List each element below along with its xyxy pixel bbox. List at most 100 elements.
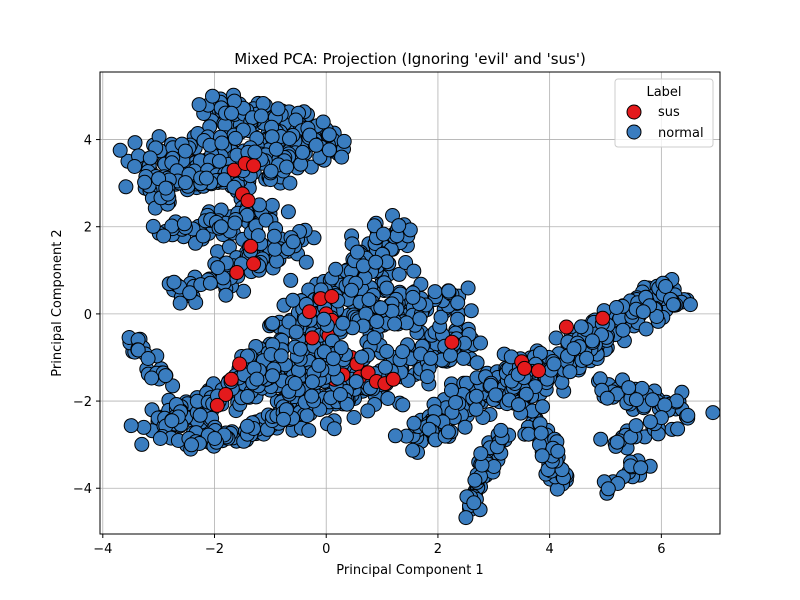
data-point-normal bbox=[521, 426, 537, 442]
data-point-normal bbox=[349, 244, 365, 260]
data-point-normal bbox=[328, 261, 344, 277]
data-point-normal bbox=[158, 180, 174, 196]
data-point-normal bbox=[334, 149, 350, 165]
data-point-normal bbox=[380, 391, 396, 406]
data-point-normal bbox=[344, 282, 359, 298]
data-point-normal bbox=[299, 408, 315, 424]
data-point-normal bbox=[288, 324, 304, 340]
data-point-normal bbox=[145, 218, 161, 234]
data-point-normal bbox=[450, 295, 466, 311]
data-point-normal bbox=[628, 392, 644, 408]
data-point-normal bbox=[336, 133, 352, 149]
data-point-sus bbox=[240, 193, 256, 209]
y-tick-label: 2 bbox=[84, 221, 92, 236]
data-point-sus bbox=[229, 265, 245, 280]
data-point-normal bbox=[376, 226, 391, 242]
data-point-normal bbox=[326, 421, 342, 437]
data-point-normal bbox=[395, 397, 411, 413]
data-point-normal bbox=[118, 179, 134, 195]
data-point-normal bbox=[205, 88, 220, 104]
data-point-normal bbox=[152, 431, 168, 446]
data-point-normal bbox=[644, 392, 660, 408]
data-point-sus bbox=[246, 158, 262, 174]
data-point-normal bbox=[369, 314, 385, 329]
x-tick-label: 0 bbox=[322, 542, 330, 557]
data-point-normal bbox=[295, 144, 311, 160]
data-point-normal bbox=[266, 228, 282, 244]
x-tick-label: 4 bbox=[545, 542, 553, 557]
data-point-sus bbox=[595, 310, 611, 326]
data-point-normal bbox=[213, 219, 229, 235]
data-point-normal bbox=[253, 108, 269, 124]
data-point-normal bbox=[221, 239, 237, 255]
data-point-normal bbox=[130, 342, 146, 358]
y-tick-label: −2 bbox=[73, 395, 92, 410]
data-point-normal bbox=[287, 375, 303, 391]
data-point-normal bbox=[282, 175, 298, 191]
data-point-sus bbox=[324, 289, 340, 304]
data-point-normal bbox=[377, 359, 393, 375]
data-point-sus bbox=[223, 371, 239, 387]
data-point-normal bbox=[142, 150, 158, 166]
data-point-normal bbox=[642, 414, 658, 430]
data-point-normal bbox=[493, 422, 509, 438]
data-point-normal bbox=[240, 389, 255, 404]
chart-title: Mixed PCA: Projection (Ignoring 'evil' a… bbox=[234, 50, 586, 68]
data-point-normal bbox=[321, 142, 337, 158]
data-point-normal bbox=[123, 418, 139, 434]
data-point-normal bbox=[144, 370, 160, 386]
data-point-normal bbox=[264, 197, 280, 213]
data-point-normal bbox=[391, 218, 407, 234]
legend-label-normal: normal bbox=[658, 126, 704, 141]
data-point-normal bbox=[366, 330, 382, 346]
data-point-normal bbox=[137, 174, 153, 190]
data-point-normal bbox=[316, 311, 332, 327]
data-point-normal bbox=[127, 159, 143, 174]
data-point-normal bbox=[247, 144, 263, 160]
data-point-sus bbox=[531, 363, 546, 379]
data-point-normal bbox=[263, 163, 279, 179]
data-point-normal bbox=[615, 322, 631, 338]
data-point-normal bbox=[405, 442, 421, 458]
legend-label-sus: sus bbox=[658, 105, 680, 120]
x-tick-label: 2 bbox=[434, 542, 442, 557]
data-point-sus bbox=[218, 387, 234, 402]
data-point-normal bbox=[468, 401, 484, 417]
data-point-normal bbox=[134, 436, 150, 452]
y-axis: −4 −2 0 2 4 bbox=[73, 134, 100, 497]
data-point-normal bbox=[191, 97, 207, 113]
data-point-sus bbox=[246, 256, 262, 272]
data-point-normal bbox=[593, 431, 609, 447]
data-point-normal bbox=[265, 368, 280, 384]
data-point-normal bbox=[457, 419, 473, 435]
data-point-normal bbox=[368, 254, 384, 270]
data-point-normal bbox=[224, 105, 239, 121]
data-point-normal bbox=[226, 93, 242, 109]
data-point-normal bbox=[165, 378, 181, 394]
data-point-normal bbox=[391, 266, 407, 282]
data-point-normal bbox=[460, 280, 476, 296]
data-point-normal bbox=[633, 460, 649, 476]
data-point-normal bbox=[488, 387, 504, 403]
y-tick-label: 0 bbox=[84, 308, 92, 323]
data-point-normal bbox=[456, 350, 471, 366]
data-point-normal bbox=[579, 350, 595, 366]
y-tick-label: −4 bbox=[73, 482, 92, 497]
data-point-normal bbox=[406, 263, 422, 279]
data-point-normal bbox=[379, 343, 395, 359]
data-point-normal bbox=[379, 280, 395, 296]
data-point-normal bbox=[419, 369, 435, 385]
data-point-normal bbox=[427, 284, 443, 300]
data-point-normal bbox=[440, 424, 456, 440]
data-point-normal bbox=[311, 357, 327, 373]
data-point-normal bbox=[276, 411, 291, 427]
data-point-normal bbox=[584, 333, 600, 349]
data-point-normal bbox=[511, 397, 526, 413]
data-point-normal bbox=[172, 295, 188, 311]
data-point-normal bbox=[354, 349, 370, 365]
data-point-normal bbox=[609, 300, 624, 315]
plot-area bbox=[112, 87, 720, 526]
data-point-sus bbox=[226, 162, 242, 178]
data-point-normal bbox=[680, 407, 696, 423]
data-point-normal bbox=[315, 114, 331, 130]
